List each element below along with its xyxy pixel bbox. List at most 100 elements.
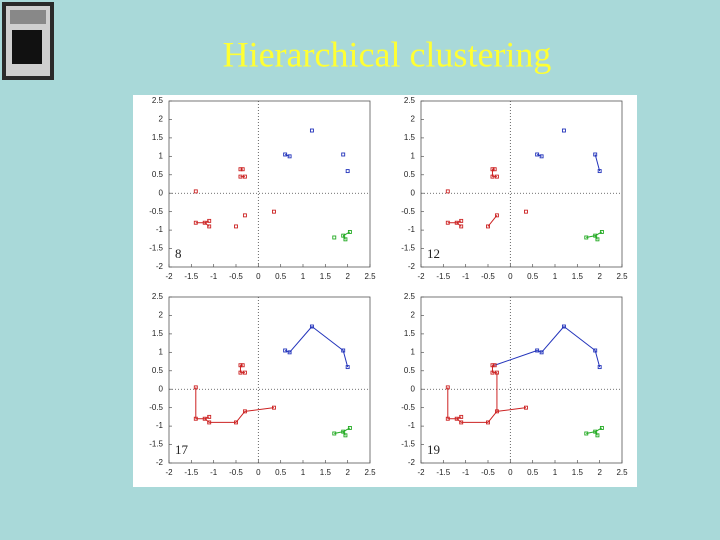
data-point xyxy=(490,370,495,375)
y-tick-label: -2 xyxy=(408,262,416,271)
y-tick-label: -1.5 xyxy=(149,440,163,449)
data-point xyxy=(272,405,276,410)
data-point xyxy=(193,385,198,390)
dendrogram-link xyxy=(204,220,210,224)
dendrogram-link xyxy=(456,222,462,227)
x-tick-label: 0 xyxy=(508,468,513,477)
y-tick-label: 1 xyxy=(411,151,416,160)
y-tick-label: 0 xyxy=(411,188,416,197)
dendrogram-link xyxy=(456,416,462,420)
figure-panel xyxy=(133,95,637,487)
data-point xyxy=(561,128,566,133)
step-label: 8 xyxy=(175,246,182,261)
plot-frame xyxy=(168,100,371,268)
x-tick-label: 0 xyxy=(256,272,261,281)
x-tick-label: 1.5 xyxy=(320,272,332,281)
y-tick-label: 2.5 xyxy=(404,292,416,301)
data-point xyxy=(595,433,600,438)
data-point xyxy=(535,348,540,353)
y-tick-label: 1.5 xyxy=(152,133,164,142)
data-point xyxy=(238,167,243,172)
y-tick-label: 2.5 xyxy=(404,96,416,105)
x-tick-label: 2 xyxy=(597,468,602,477)
y-tick-label: 1 xyxy=(159,151,164,160)
step-label: 19 xyxy=(427,442,440,457)
y-tick-label: 0 xyxy=(159,188,164,197)
dendrogram-link xyxy=(204,418,210,423)
data-point xyxy=(207,218,212,223)
y-tick-label: 2 xyxy=(159,115,164,124)
y-tick-label: 1 xyxy=(159,347,164,356)
dendrogram-link xyxy=(204,416,210,420)
y-tick-label: -2 xyxy=(156,262,164,271)
y-tick-label: -1.5 xyxy=(401,440,415,449)
dendrogram-link xyxy=(536,154,542,157)
data-point xyxy=(242,174,247,179)
dendrogram-link xyxy=(244,407,275,412)
x-tick-label: -0.5 xyxy=(481,272,495,281)
data-point xyxy=(287,350,292,355)
data-point xyxy=(494,409,499,414)
x-tick-label: -0.5 xyxy=(229,272,243,281)
data-point xyxy=(490,363,495,368)
data-point xyxy=(539,350,544,355)
data-point xyxy=(445,385,450,390)
y-tick-label: -1.5 xyxy=(149,244,163,253)
x-tick-label: -1 xyxy=(210,468,218,477)
data-point xyxy=(459,414,464,419)
x-tick-label: -1 xyxy=(462,468,470,477)
data-point xyxy=(283,152,288,157)
data-point xyxy=(593,348,598,353)
x-tick-label: 0.5 xyxy=(527,468,539,477)
x-tick-label: -2 xyxy=(165,272,173,281)
x-tick-label: 2 xyxy=(345,272,350,281)
y-tick-label: -2 xyxy=(156,458,164,467)
x-tick-label: -1 xyxy=(462,272,470,281)
y-tick-label: 0.5 xyxy=(152,170,164,179)
data-point xyxy=(347,230,352,234)
data-point xyxy=(597,169,602,174)
y-tick-label: -1 xyxy=(156,225,164,234)
x-tick-label: 1.5 xyxy=(572,272,584,281)
x-tick-label: 2.5 xyxy=(364,272,376,281)
data-point xyxy=(524,405,528,410)
dendrogram-link xyxy=(289,326,313,353)
data-point xyxy=(240,363,245,368)
x-tick-label: 2.5 xyxy=(616,272,628,281)
data-point xyxy=(597,365,602,370)
data-point xyxy=(242,370,247,375)
y-tick-label: 2 xyxy=(411,115,416,124)
y-tick-label: 1.5 xyxy=(152,329,164,338)
x-tick-label: 0.5 xyxy=(275,272,287,281)
x-tick-label: 0 xyxy=(256,468,261,477)
y-tick-label: 2.5 xyxy=(152,96,164,105)
y-tick-label: -0.5 xyxy=(149,207,163,216)
x-tick-label: 0.5 xyxy=(527,272,539,281)
data-point xyxy=(343,433,348,438)
data-point xyxy=(593,233,598,238)
data-point xyxy=(486,420,490,425)
data-point xyxy=(535,152,540,157)
data-point xyxy=(341,348,346,353)
x-tick-label: 1 xyxy=(301,468,306,477)
data-point xyxy=(459,224,464,229)
data-point xyxy=(345,365,350,370)
x-tick-label: -1.5 xyxy=(436,272,450,281)
data-point xyxy=(595,237,600,242)
data-point xyxy=(524,209,528,214)
y-tick-label: 1.5 xyxy=(404,133,416,142)
data-point xyxy=(193,416,198,421)
data-point xyxy=(593,152,598,157)
y-tick-label: -1 xyxy=(156,421,164,430)
x-tick-label: -1.5 xyxy=(436,468,450,477)
data-point xyxy=(445,189,450,194)
data-point xyxy=(539,154,544,159)
y-tick-label: -2 xyxy=(408,458,416,467)
plot-frame xyxy=(420,296,623,464)
y-tick-label: 0 xyxy=(411,384,416,393)
data-point xyxy=(242,213,247,218)
y-tick-label: 2 xyxy=(411,311,416,320)
data-point xyxy=(309,128,314,133)
data-point xyxy=(454,416,459,421)
data-point xyxy=(561,324,566,329)
